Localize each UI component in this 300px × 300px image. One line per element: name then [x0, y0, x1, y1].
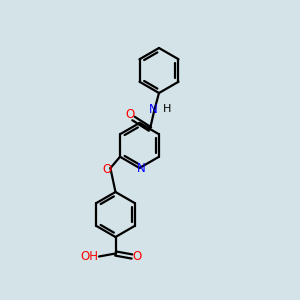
Text: H: H	[163, 104, 171, 115]
Text: N: N	[149, 103, 158, 116]
Text: O: O	[125, 108, 134, 122]
Text: O: O	[133, 250, 142, 263]
Text: O: O	[102, 163, 111, 176]
Text: N: N	[136, 161, 146, 175]
Text: OH: OH	[80, 250, 98, 263]
